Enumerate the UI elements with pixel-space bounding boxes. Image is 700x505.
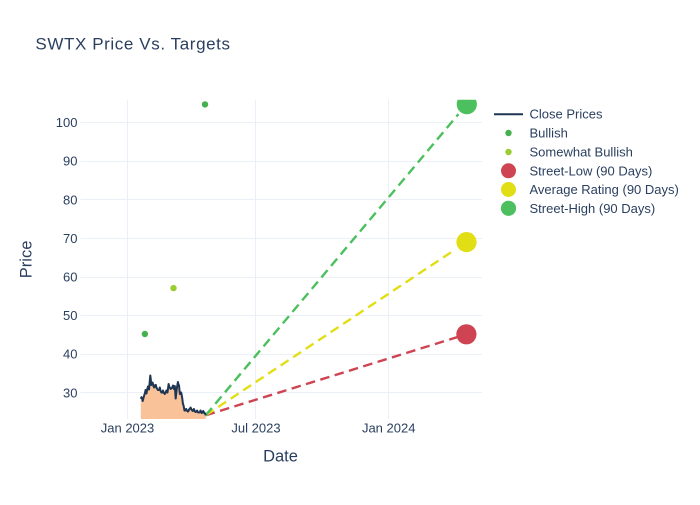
svg-text:Close Prices: Close Prices xyxy=(530,107,603,122)
svg-text:Street-High (90 Days): Street-High (90 Days) xyxy=(530,201,656,216)
svg-text:Bullish: Bullish xyxy=(530,126,568,141)
svg-text:50: 50 xyxy=(63,308,77,323)
svg-text:100: 100 xyxy=(56,115,78,130)
svg-text:Date: Date xyxy=(263,447,298,465)
svg-text:SWTX Price Vs. Targets: SWTX Price Vs. Targets xyxy=(35,34,230,53)
svg-text:70: 70 xyxy=(63,231,77,246)
svg-text:40: 40 xyxy=(63,347,77,362)
svg-text:Average Rating (90 Days): Average Rating (90 Days) xyxy=(530,182,679,197)
svg-text:Jan 2024: Jan 2024 xyxy=(362,420,416,435)
svg-text:30: 30 xyxy=(63,385,77,400)
svg-text:Price: Price xyxy=(18,241,36,279)
svg-text:Jan 2023: Jan 2023 xyxy=(101,420,155,435)
svg-text:Street-Low (90 Days): Street-Low (90 Days) xyxy=(530,163,653,178)
svg-text:90: 90 xyxy=(63,154,77,169)
svg-text:60: 60 xyxy=(63,270,77,285)
svg-text:80: 80 xyxy=(63,192,77,207)
svg-text:Somewhat Bullish: Somewhat Bullish xyxy=(530,145,633,160)
svg-text:Jul 2023: Jul 2023 xyxy=(231,420,280,435)
